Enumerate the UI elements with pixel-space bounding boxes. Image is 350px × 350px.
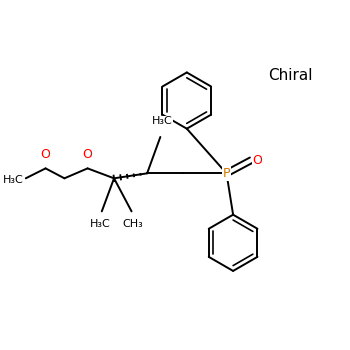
Text: Chiral: Chiral — [268, 68, 312, 83]
Text: CH₃: CH₃ — [123, 219, 144, 229]
Text: P: P — [223, 167, 230, 180]
Text: H₃C: H₃C — [152, 117, 172, 126]
Text: H₃C: H₃C — [3, 175, 24, 185]
Text: H₃C: H₃C — [90, 219, 111, 229]
Text: O: O — [83, 148, 92, 161]
Text: O: O — [41, 148, 50, 161]
Text: O: O — [252, 154, 262, 167]
